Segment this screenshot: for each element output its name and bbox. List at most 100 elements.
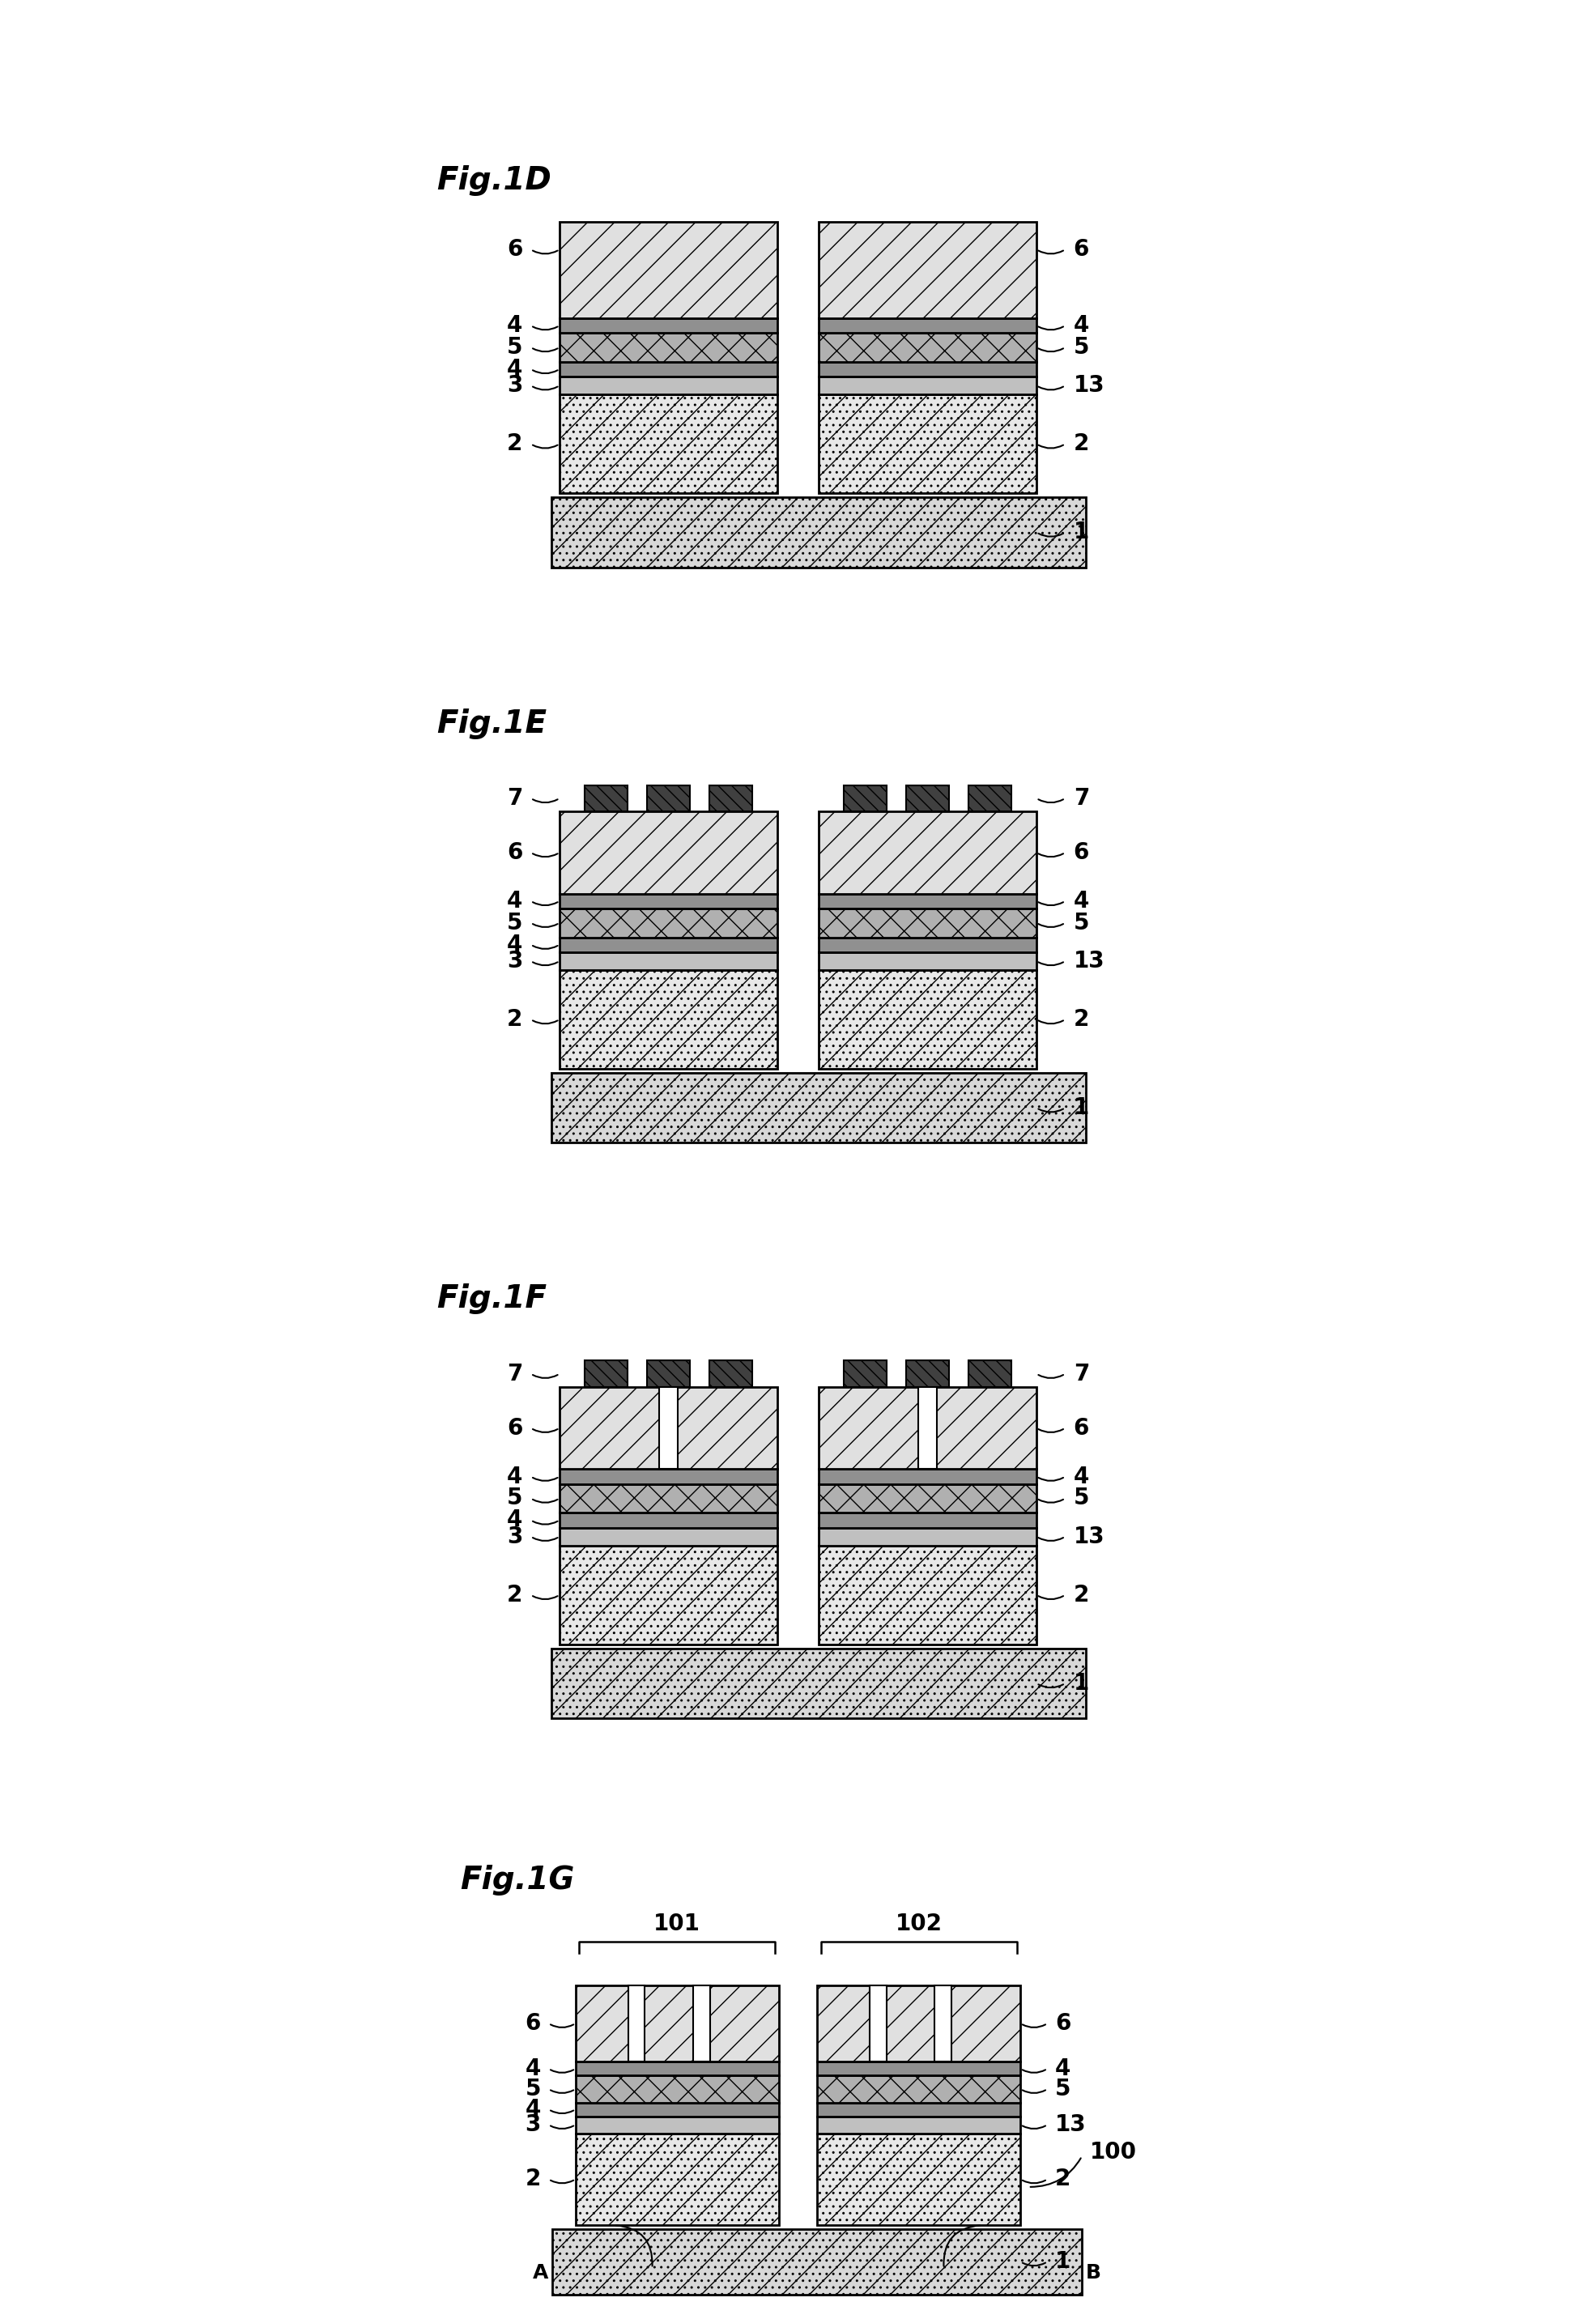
Bar bbox=[646, 785, 689, 813]
Bar bbox=[560, 953, 777, 969]
Bar bbox=[560, 318, 777, 334]
Bar bbox=[560, 394, 777, 493]
Text: 1: 1 bbox=[1055, 2251, 1071, 2272]
Text: 4: 4 bbox=[508, 932, 522, 955]
Bar bbox=[551, 1648, 1085, 1717]
Bar bbox=[907, 1360, 950, 1386]
Bar bbox=[560, 1529, 777, 1545]
Bar bbox=[576, 2076, 779, 2102]
Bar bbox=[560, 1545, 777, 1644]
Bar bbox=[646, 1360, 689, 1386]
Bar bbox=[560, 378, 777, 394]
Bar bbox=[819, 937, 1036, 953]
Bar bbox=[819, 1512, 1036, 1529]
Bar bbox=[819, 334, 1036, 361]
Bar bbox=[560, 221, 777, 318]
Bar bbox=[969, 1360, 1012, 1386]
Bar bbox=[551, 1648, 1085, 1717]
Bar bbox=[918, 1386, 937, 1469]
Bar bbox=[819, 953, 1036, 969]
Text: 4: 4 bbox=[508, 315, 522, 336]
Text: 5: 5 bbox=[1074, 336, 1088, 359]
Bar bbox=[870, 1984, 887, 2063]
Bar bbox=[817, 2134, 1020, 2226]
Text: 13: 13 bbox=[1074, 1526, 1104, 1547]
Text: 101: 101 bbox=[654, 1913, 701, 1936]
Bar bbox=[819, 394, 1036, 493]
Text: 13: 13 bbox=[1074, 375, 1104, 396]
Bar bbox=[819, 969, 1036, 1068]
Bar bbox=[551, 1073, 1085, 1142]
Bar bbox=[560, 1512, 777, 1529]
Text: 7: 7 bbox=[1074, 1363, 1088, 1386]
Text: 4: 4 bbox=[1055, 2058, 1071, 2081]
Bar bbox=[560, 334, 777, 361]
Text: Fig.1F: Fig.1F bbox=[436, 1285, 546, 1314]
Bar bbox=[844, 785, 886, 813]
Bar bbox=[935, 1984, 951, 2063]
Text: 3: 3 bbox=[508, 375, 522, 396]
Bar bbox=[819, 1469, 1036, 1485]
Bar bbox=[817, 2116, 1020, 2134]
Text: B: B bbox=[1085, 2263, 1101, 2284]
Text: 3: 3 bbox=[508, 951, 522, 971]
Bar bbox=[819, 893, 1036, 909]
Bar bbox=[560, 969, 777, 1068]
Bar bbox=[817, 2102, 1020, 2116]
Text: 1: 1 bbox=[1074, 1096, 1088, 1119]
Bar bbox=[819, 361, 1036, 378]
Bar bbox=[552, 2228, 1082, 2295]
Text: 5: 5 bbox=[508, 912, 522, 935]
Bar bbox=[693, 1984, 710, 2063]
Bar bbox=[817, 1984, 1020, 2063]
Text: 4: 4 bbox=[508, 1466, 522, 1487]
Bar bbox=[560, 893, 777, 909]
Text: 1: 1 bbox=[1074, 520, 1088, 543]
Bar bbox=[844, 1360, 886, 1386]
Bar bbox=[819, 909, 1036, 937]
Bar bbox=[551, 497, 1085, 566]
Bar bbox=[819, 394, 1036, 493]
Bar bbox=[819, 318, 1036, 334]
Text: 13: 13 bbox=[1074, 951, 1104, 971]
Text: 2: 2 bbox=[1074, 1584, 1088, 1607]
Text: Fig.1E: Fig.1E bbox=[436, 709, 546, 739]
Text: 5: 5 bbox=[525, 2079, 541, 2099]
Bar bbox=[560, 1386, 777, 1469]
Text: 6: 6 bbox=[1074, 840, 1088, 863]
Bar bbox=[560, 909, 777, 937]
Bar bbox=[560, 969, 777, 1068]
Bar bbox=[907, 785, 950, 813]
Text: 2: 2 bbox=[1074, 1008, 1088, 1031]
Text: 4: 4 bbox=[525, 2058, 541, 2081]
Text: 6: 6 bbox=[508, 840, 522, 863]
Text: 4: 4 bbox=[508, 891, 522, 912]
Bar bbox=[817, 2076, 1020, 2102]
Text: 100: 100 bbox=[1090, 2141, 1136, 2164]
Bar bbox=[584, 1360, 627, 1386]
Text: 13: 13 bbox=[1055, 2113, 1087, 2136]
Bar bbox=[819, 221, 1036, 318]
Text: 7: 7 bbox=[1074, 787, 1088, 810]
Text: 3: 3 bbox=[508, 1526, 522, 1547]
Bar bbox=[629, 1984, 645, 2063]
Bar bbox=[576, 2134, 779, 2226]
Text: 6: 6 bbox=[1074, 1416, 1088, 1439]
Text: 2: 2 bbox=[525, 2168, 541, 2192]
Text: 2: 2 bbox=[508, 433, 522, 456]
Text: 5: 5 bbox=[1055, 2079, 1071, 2099]
Bar bbox=[576, 1984, 779, 2063]
Bar bbox=[817, 2134, 1020, 2226]
Bar bbox=[560, 1545, 777, 1644]
Text: 4: 4 bbox=[1074, 1466, 1088, 1487]
Text: 6: 6 bbox=[508, 237, 522, 260]
Bar bbox=[817, 2063, 1020, 2076]
Bar bbox=[576, 2102, 779, 2116]
Bar bbox=[551, 1073, 1085, 1142]
Text: 2: 2 bbox=[1074, 433, 1088, 456]
Bar bbox=[560, 361, 777, 378]
Text: 2: 2 bbox=[1055, 2168, 1071, 2192]
Text: 2: 2 bbox=[508, 1584, 522, 1607]
Text: 1: 1 bbox=[1074, 1671, 1088, 1694]
Text: Fig.1G: Fig.1G bbox=[460, 1865, 575, 1895]
